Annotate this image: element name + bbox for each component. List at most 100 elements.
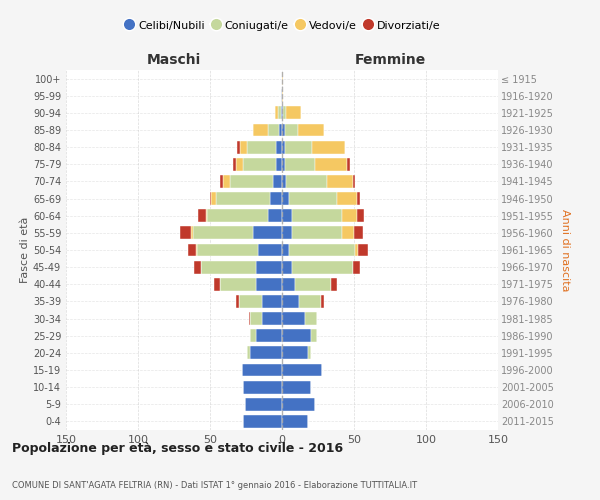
Bar	[353, 175, 355, 188]
Bar	[353, 260, 360, 274]
Y-axis label: Fasce di età: Fasce di età	[20, 217, 30, 283]
Bar	[275, 106, 278, 120]
Bar	[285, 140, 312, 153]
Bar	[242, 364, 282, 376]
Bar	[357, 210, 364, 222]
Bar	[262, 295, 282, 308]
Bar	[250, 312, 262, 325]
Bar	[279, 124, 282, 136]
Bar	[250, 330, 256, 342]
Bar	[331, 278, 337, 290]
Bar	[220, 175, 223, 188]
Bar	[358, 244, 368, 256]
Bar	[236, 295, 239, 308]
Bar	[292, 226, 343, 239]
Bar	[191, 226, 193, 239]
Bar	[238, 140, 240, 153]
Bar	[276, 140, 282, 153]
Bar	[282, 210, 292, 222]
Bar	[202, 260, 256, 274]
Bar	[282, 295, 299, 308]
Bar	[188, 244, 196, 256]
Bar	[282, 244, 289, 256]
Bar	[274, 175, 282, 188]
Bar	[282, 346, 308, 360]
Bar	[247, 346, 250, 360]
Bar	[282, 226, 292, 239]
Bar	[299, 295, 321, 308]
Bar	[308, 346, 311, 360]
Bar	[206, 210, 207, 222]
Bar	[281, 106, 282, 120]
Bar	[282, 106, 283, 120]
Bar	[223, 175, 230, 188]
Bar	[243, 380, 282, 394]
Bar	[295, 278, 331, 290]
Bar	[253, 226, 282, 239]
Bar	[305, 312, 317, 325]
Bar	[262, 312, 282, 325]
Bar	[196, 244, 197, 256]
Bar	[282, 175, 286, 188]
Bar	[207, 210, 268, 222]
Bar	[312, 140, 346, 153]
Bar	[278, 106, 281, 120]
Bar	[193, 226, 253, 239]
Bar	[283, 106, 286, 120]
Bar	[243, 158, 276, 170]
Bar	[194, 260, 202, 274]
Bar	[292, 210, 343, 222]
Bar	[321, 295, 324, 308]
Bar	[282, 380, 311, 394]
Bar	[239, 295, 262, 308]
Bar	[276, 158, 282, 170]
Bar	[326, 175, 353, 188]
Bar	[286, 175, 326, 188]
Bar	[289, 192, 337, 205]
Bar	[236, 158, 243, 170]
Bar	[282, 192, 289, 205]
Bar	[289, 244, 355, 256]
Bar	[282, 158, 285, 170]
Bar	[230, 175, 274, 188]
Text: Popolazione per età, sesso e stato civile - 2016: Popolazione per età, sesso e stato civil…	[12, 442, 343, 455]
Bar	[347, 158, 350, 170]
Bar	[285, 158, 315, 170]
Bar	[282, 364, 322, 376]
Bar	[315, 158, 347, 170]
Bar	[243, 415, 282, 428]
Bar	[245, 398, 282, 410]
Bar	[357, 192, 360, 205]
Bar	[256, 330, 282, 342]
Bar	[311, 330, 317, 342]
Bar	[256, 260, 282, 274]
Bar	[257, 244, 282, 256]
Y-axis label: Anni di nascita: Anni di nascita	[560, 209, 571, 291]
Bar	[216, 192, 271, 205]
Bar	[285, 124, 298, 136]
Bar	[268, 210, 282, 222]
Bar	[282, 90, 283, 102]
Bar	[298, 124, 324, 136]
Bar	[199, 210, 206, 222]
Bar	[282, 124, 285, 136]
Bar	[256, 278, 282, 290]
Legend: Celibi/Nubili, Coniugati/e, Vedovi/e, Divorziati/e: Celibi/Nubili, Coniugati/e, Vedovi/e, Di…	[119, 16, 445, 35]
Bar	[282, 140, 285, 153]
Bar	[249, 312, 250, 325]
Bar	[250, 346, 282, 360]
Bar	[253, 124, 268, 136]
Bar	[281, 90, 282, 102]
Bar	[282, 415, 308, 428]
Bar	[240, 140, 247, 153]
Bar	[282, 260, 292, 274]
Bar	[292, 260, 353, 274]
Bar	[354, 226, 362, 239]
Bar	[233, 158, 236, 170]
Bar	[247, 140, 276, 153]
Bar	[211, 192, 216, 205]
Bar	[282, 398, 315, 410]
Bar	[282, 312, 305, 325]
Text: Femmine: Femmine	[355, 52, 425, 66]
Text: Maschi: Maschi	[147, 52, 201, 66]
